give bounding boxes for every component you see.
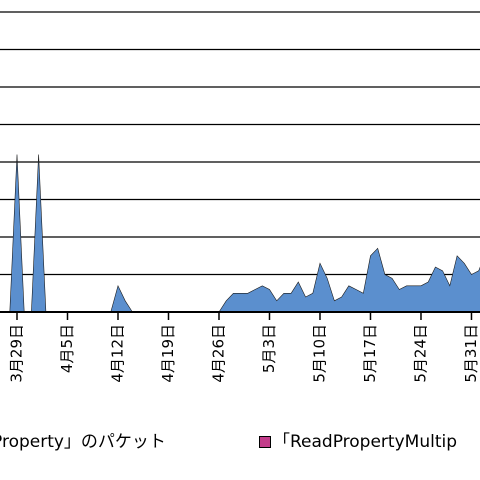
x-tick-label: 5月3日: [260, 324, 278, 373]
x-tick-label: 4月26日: [209, 324, 227, 383]
gridlines: [0, 11, 480, 276]
x-tick-label: 4月19日: [159, 324, 177, 383]
series-layer: [9, 154, 480, 313]
legend-swatch: [259, 436, 271, 448]
x-tick-label: 3月29日: [8, 324, 26, 383]
x-tick-label: 5月24日: [411, 324, 429, 383]
x-tick-labels: 3月29日 4月5日 4月12日 4月19日 4月26日 5月3日 5月10日 5月17日 5月…: [8, 324, 480, 383]
legend-item-readproperty: Property」のパケット: [0, 432, 166, 452]
legend: Property」のパケット 「ReadPropertyMultip: [0, 425, 480, 455]
x-tick-label: 4月12日: [108, 324, 126, 383]
legend-item-readpropertymultiple: 「ReadPropertyMultip: [259, 427, 457, 452]
x-tick-label: 5月31日: [462, 324, 480, 383]
x-tick-label: 4月5日: [58, 324, 76, 373]
x-tick-label: 5月10日: [310, 324, 328, 383]
legend-label: 「ReadPropertyMultip: [273, 432, 457, 452]
x-tick-label: 5月17日: [361, 324, 379, 383]
x-ticks: [16, 312, 473, 320]
area-series: [9, 154, 480, 313]
